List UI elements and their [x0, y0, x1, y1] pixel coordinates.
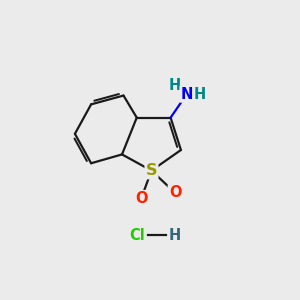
Text: H: H [168, 78, 181, 93]
Text: O: O [169, 185, 181, 200]
Text: Cl: Cl [129, 228, 145, 243]
Text: N: N [181, 87, 193, 102]
Text: O: O [135, 191, 147, 206]
Text: S: S [146, 163, 157, 178]
Text: H: H [168, 228, 181, 243]
Text: H: H [194, 87, 206, 102]
